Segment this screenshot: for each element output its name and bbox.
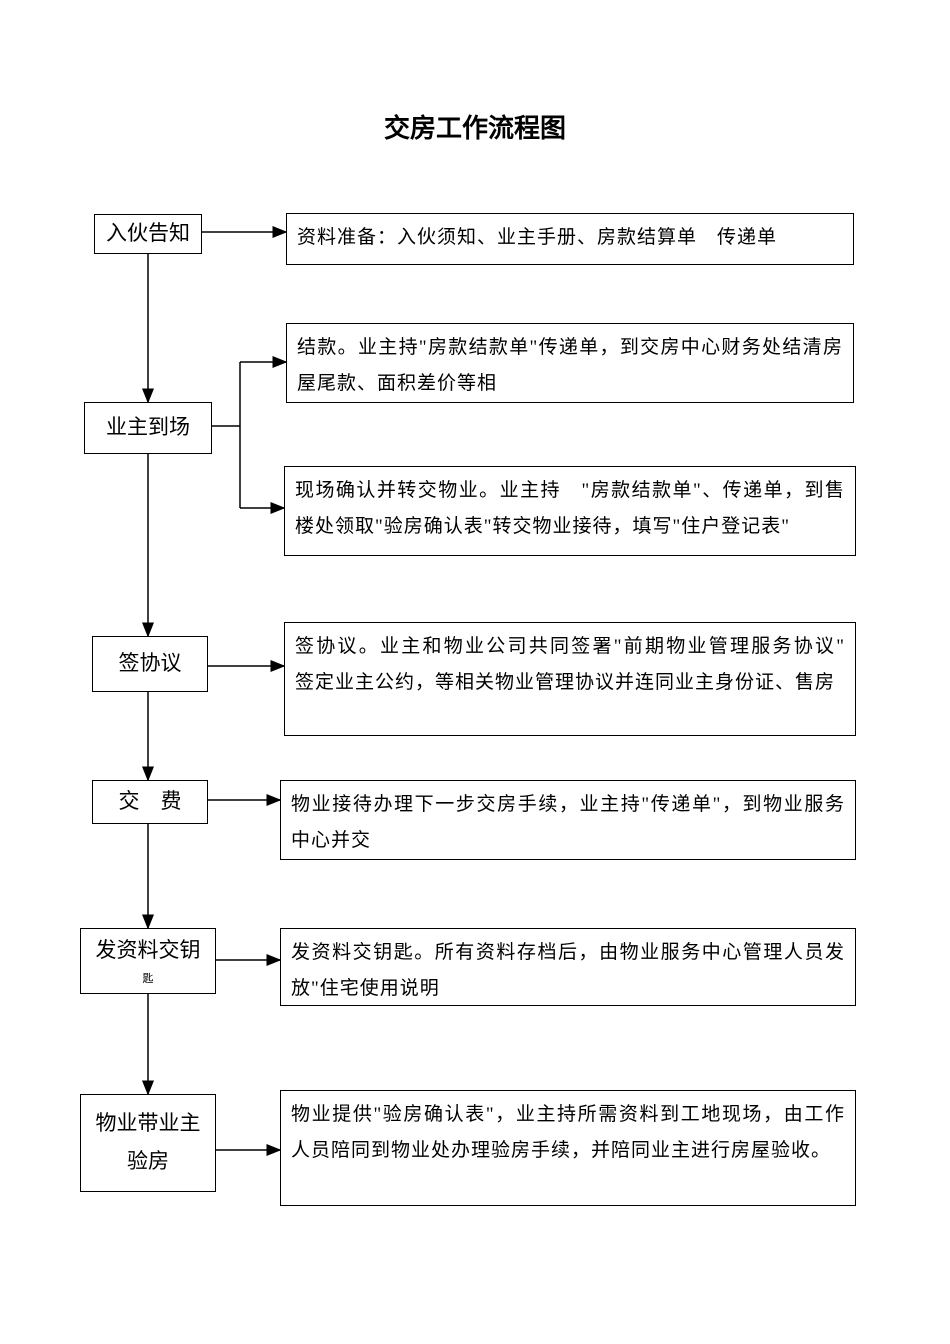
page-title: 交房工作流程图 <box>0 108 950 145</box>
desc-d2: 结款。业主持"房款结款单"传递单，到交房中心财务处结清房屋尾款、面积差价等相 <box>286 323 854 403</box>
desc-d7: 物业提供"验房确认表"，业主持所需资料到工地现场，由工作人员陪同到物业处办理验房… <box>280 1090 856 1206</box>
desc-d5: 物业接待办理下一步交房手续，业主持"传递单"，到物业服务中心并交 <box>280 780 856 860</box>
desc-d6: 发资料交钥匙。所有资料存档后，由物业服务中心管理人员发放"住宅使用说明 <box>280 928 856 1006</box>
step-s5: 发资料交钥匙 <box>80 928 216 994</box>
desc-d3: 现场确认并转交物业。业主持 "房款结款单"、传递单，到售楼处领取"验房确认表"转… <box>284 466 856 556</box>
desc-d1: 资料准备：入伙须知、业主手册、房款结算单 传递单 <box>286 213 854 265</box>
step-s3: 签协议 <box>92 636 208 692</box>
step-s2: 业主到场 <box>84 402 212 454</box>
desc-d4: 签协议。业主和物业公司共同签署"前期物业管理服务协议" 签定业主公约，等相关物业… <box>284 622 856 736</box>
step-s6: 物业带业主验房 <box>80 1094 216 1192</box>
step-s4: 交 费 <box>92 780 208 824</box>
step-s1: 入伙告知 <box>94 214 202 254</box>
